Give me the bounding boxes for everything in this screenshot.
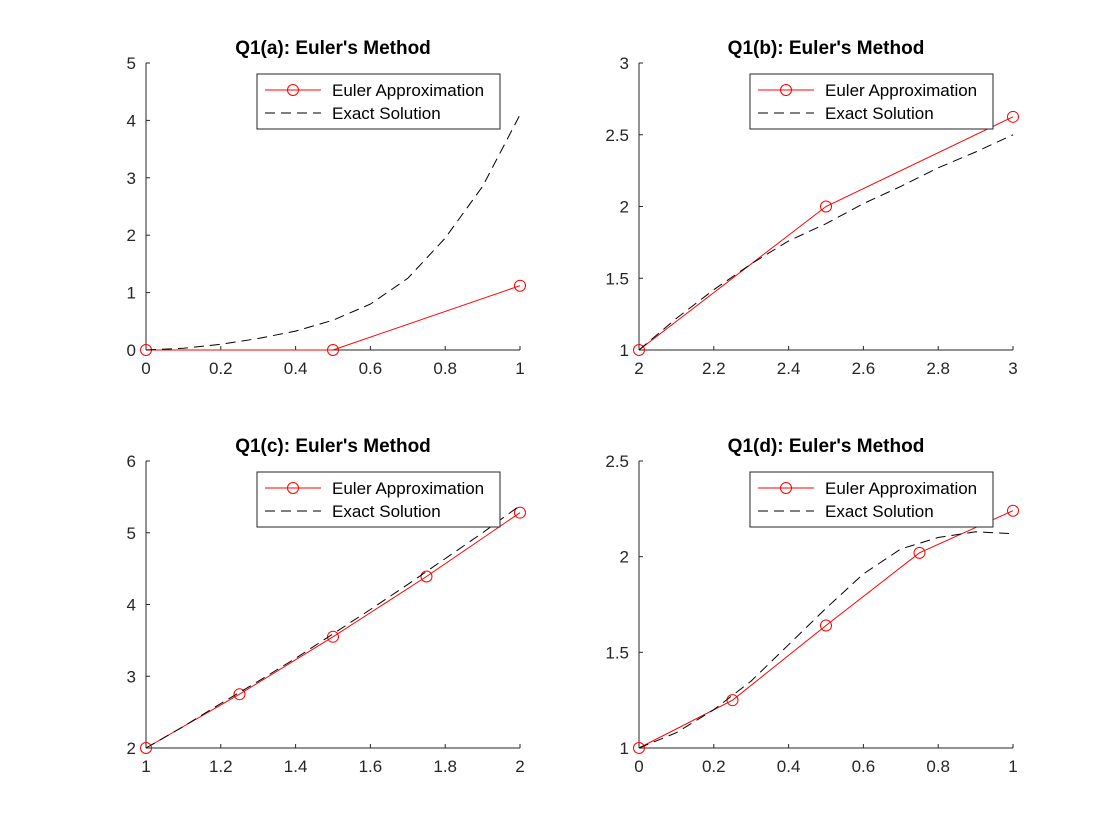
data-point-marker <box>1007 110 1019 123</box>
legend-marker-sample <box>780 482 792 494</box>
x-tick-label: 2.6 <box>852 359 876 378</box>
x-tick-label: 0.6 <box>852 757 876 776</box>
y-tick-label: 0 <box>127 341 136 360</box>
y-tick-label: 2.5 <box>605 452 629 471</box>
legend-box <box>256 73 501 130</box>
chart-title: Q1(c): Euler's Method <box>235 436 431 457</box>
legend-entry-label: Euler Approximation <box>825 479 977 498</box>
x-tick-label: 1 <box>141 757 150 776</box>
x-tick-label: 3 <box>1008 359 1017 378</box>
y-tick-label: 5 <box>127 54 136 73</box>
y-tick-label: 1.5 <box>605 269 629 288</box>
legend-box <box>256 471 501 528</box>
x-tick-label: 1 <box>515 359 524 378</box>
y-tick-label: 1 <box>127 284 136 303</box>
legend-entry-label: Euler Approximation <box>332 81 484 100</box>
x-tick-label: 1.4 <box>284 757 308 776</box>
y-tick-label: 2 <box>127 226 136 245</box>
subplot-4: 0 0.2 0.4 0.6 0.8 1 1 1.5 2 2.5 Q1(d): Euler's Met… <box>605 436 1019 776</box>
data-point-marker <box>820 619 832 632</box>
x-tick-label: 0.2 <box>702 757 726 776</box>
y-tick-label: 5 <box>127 524 136 543</box>
x-tick-label: 2.4 <box>777 359 801 378</box>
legend-box <box>749 471 994 528</box>
series-line-exact-solution <box>145 114 521 351</box>
subplot-3: 1 1.2 1.4 1.6 1.8 2 2 3 4 5 6 Q1(c): Euler's Method… <box>127 436 526 776</box>
legend-marker-sample <box>287 84 299 96</box>
y-tick-label: 4 <box>127 111 136 130</box>
x-tick-label: 0.8 <box>433 359 457 378</box>
x-tick-label: 0.4 <box>284 359 308 378</box>
chart-title: Q1(a): Euler's Method <box>235 38 431 59</box>
y-tick-label: 2 <box>127 739 136 758</box>
subplot-2: 2 2.2 2.4 2.6 2.8 3 1 1.5 2 2.5 3 Q1(b): Euler's Me… <box>605 38 1019 378</box>
data-point-marker <box>140 742 152 754</box>
legend: Euler Approximation Exact Solution <box>749 73 994 130</box>
y-tick-label: 2 <box>620 548 629 567</box>
legend-entry-label: Euler Approximation <box>825 81 977 100</box>
legend: Euler Approximation Exact Solution <box>256 471 501 528</box>
x-tick-label: 1.8 <box>433 757 457 776</box>
x-tick-label: 2 <box>515 757 524 776</box>
x-tick-label: 0.4 <box>777 757 801 776</box>
legend-entry-label: Exact Solution <box>332 502 441 521</box>
x-tick-label: 2.2 <box>702 359 726 378</box>
data-point-marker <box>633 742 645 754</box>
legend-marker-sample <box>287 482 299 494</box>
x-tick-label: 1.2 <box>209 757 233 776</box>
x-tick-label: 0.2 <box>209 359 233 378</box>
data-point-marker <box>633 344 645 356</box>
data-point-marker <box>327 344 339 356</box>
y-tick-label: 2 <box>620 198 629 217</box>
legend-box <box>749 73 994 130</box>
x-tick-label: 0 <box>634 757 643 776</box>
data-point-marker <box>1007 504 1019 517</box>
y-tick-label: 6 <box>127 452 136 471</box>
legend: Euler Approximation Exact Solution <box>256 73 501 130</box>
chart-title: Q1(d): Euler's Method <box>728 436 925 457</box>
x-tick-label: 1.6 <box>359 757 383 776</box>
series-line-euler-approximation <box>145 512 521 749</box>
subplot-1: 0 0.2 0.4 0.6 0.8 1 0 1 2 3 4 5 Q1(a): Euler's Metho… <box>127 38 526 378</box>
legend-marker-sample <box>780 84 792 96</box>
y-tick-label: 1.5 <box>605 643 629 662</box>
y-tick-label: 3 <box>620 54 629 73</box>
legend-entry-label: Exact Solution <box>825 104 934 123</box>
series-line-exact-solution <box>638 134 1014 351</box>
data-point-marker <box>514 506 526 519</box>
y-tick-label: 3 <box>127 667 136 686</box>
series-line-exact-solution <box>638 531 1014 749</box>
x-tick-label: 1 <box>1008 757 1017 776</box>
y-tick-label: 4 <box>127 596 136 615</box>
series-line-euler-approximation <box>146 285 521 351</box>
y-tick-label: 3 <box>127 169 136 188</box>
data-point-marker <box>820 200 832 213</box>
data-point-marker <box>420 570 433 583</box>
data-point-marker <box>514 279 526 292</box>
x-tick-label: 0.6 <box>359 359 383 378</box>
x-tick-label: 0.8 <box>926 757 950 776</box>
series-line-euler-approximation <box>638 510 1014 749</box>
y-tick-label: 2.5 <box>605 126 629 145</box>
series-line-euler-approximation <box>638 116 1014 351</box>
x-tick-label: 2.8 <box>926 359 950 378</box>
x-tick-label: 2 <box>634 359 643 378</box>
legend-entry-label: Exact Solution <box>332 104 441 123</box>
data-point-marker <box>913 546 926 559</box>
legend: Euler Approximation Exact Solution <box>749 471 994 528</box>
y-tick-label: 1 <box>620 341 629 360</box>
series-line-exact-solution <box>145 505 521 749</box>
chart-title: Q1(b): Euler's Method <box>728 38 925 59</box>
legend-entry-label: Euler Approximation <box>332 479 484 498</box>
data-point-marker <box>327 630 339 643</box>
legend-entry-label: Exact Solution <box>825 502 934 521</box>
y-tick-label: 1 <box>620 739 629 758</box>
data-point-marker <box>233 688 246 701</box>
x-tick-label: 0 <box>141 359 150 378</box>
